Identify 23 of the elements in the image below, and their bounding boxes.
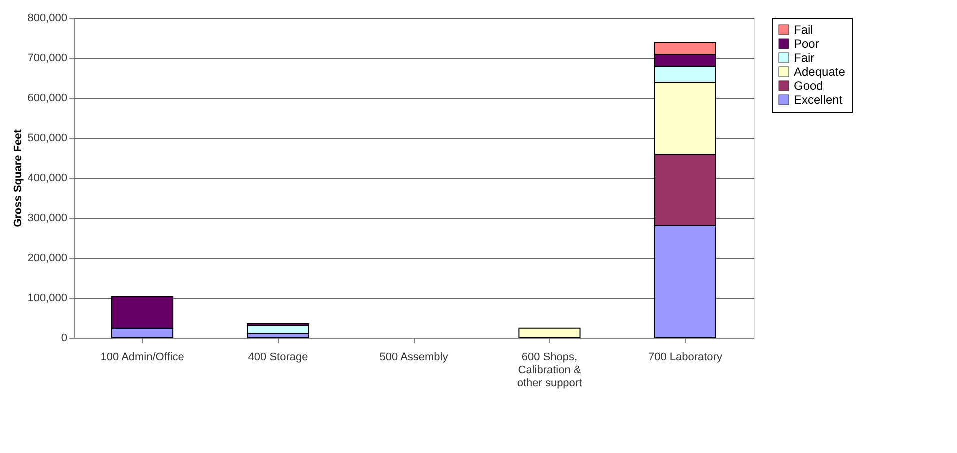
y-tick-label: 0 <box>61 332 68 344</box>
y-tick-label: 700,000 <box>28 52 68 64</box>
y-tick-label: 100,000 <box>28 292 68 304</box>
legend-label: Adequate <box>794 65 846 79</box>
legend-label: Fail <box>794 23 814 37</box>
y-tick-label: 800,000 <box>28 12 68 24</box>
y-axis-title: Gross Square Feet <box>12 129 25 228</box>
y-tick-label: 600,000 <box>28 92 68 104</box>
y-tick-label: 500,000 <box>28 132 68 144</box>
x-tick-label: 400 Storage <box>248 352 308 364</box>
x-tick-label: 700 Laboratory <box>648 352 723 364</box>
x-tick-label: 500 Assembly <box>380 352 449 364</box>
x-tick-label: 600 Shops, Calibration & other support <box>517 352 582 390</box>
y-tick-label: 400,000 <box>28 172 68 184</box>
y-tick-label: 300,000 <box>28 212 68 224</box>
bar <box>518 328 581 338</box>
legend-label: Poor <box>794 37 820 51</box>
y-tick-label: 200,000 <box>28 252 68 264</box>
legend-label: Excellent <box>794 93 844 107</box>
legend-label: Fair <box>794 51 815 65</box>
bar <box>247 326 310 334</box>
x-tick-label: 100 Admin/Office <box>100 352 184 364</box>
legend-label: Good <box>794 79 824 93</box>
